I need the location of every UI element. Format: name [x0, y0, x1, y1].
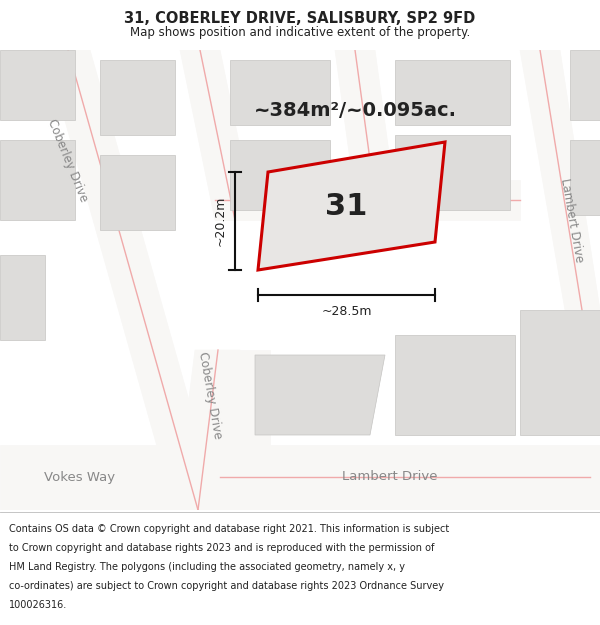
Polygon shape [230, 60, 330, 125]
Polygon shape [0, 50, 75, 120]
Text: 31: 31 [325, 192, 368, 221]
Polygon shape [0, 140, 75, 220]
Text: 100026316.: 100026316. [9, 600, 67, 610]
Text: ~384m²/~0.095ac.: ~384m²/~0.095ac. [254, 101, 457, 119]
Text: Coberley Drive: Coberley Drive [196, 351, 224, 439]
Text: co-ordinates) are subject to Crown copyright and database rights 2023 Ordnance S: co-ordinates) are subject to Crown copyr… [9, 581, 444, 591]
Text: Vokes Way: Vokes Way [44, 471, 116, 484]
Polygon shape [570, 140, 600, 215]
Polygon shape [45, 50, 220, 510]
Text: Map shows position and indicative extent of the property.: Map shows position and indicative extent… [130, 26, 470, 39]
Polygon shape [180, 50, 255, 220]
Polygon shape [230, 140, 330, 210]
Polygon shape [100, 60, 175, 135]
Polygon shape [255, 355, 385, 435]
Polygon shape [520, 310, 600, 435]
Text: 31, COBERLEY DRIVE, SALISBURY, SP2 9FD: 31, COBERLEY DRIVE, SALISBURY, SP2 9FD [124, 11, 476, 26]
Polygon shape [195, 350, 270, 445]
Polygon shape [175, 350, 240, 510]
Polygon shape [0, 445, 175, 510]
Text: ~20.2m: ~20.2m [214, 196, 227, 246]
Polygon shape [520, 50, 600, 310]
Polygon shape [215, 180, 520, 220]
Polygon shape [100, 155, 175, 230]
Text: Lambert Drive: Lambert Drive [342, 471, 438, 484]
Text: Lambert Drive: Lambert Drive [558, 177, 586, 263]
Polygon shape [258, 142, 445, 270]
Polygon shape [270, 162, 400, 255]
Polygon shape [395, 335, 515, 435]
Polygon shape [0, 255, 45, 340]
Polygon shape [395, 135, 510, 210]
Text: Contains OS data © Crown copyright and database right 2021. This information is : Contains OS data © Crown copyright and d… [9, 524, 449, 534]
Polygon shape [175, 445, 600, 510]
Polygon shape [335, 50, 390, 160]
Text: to Crown copyright and database rights 2023 and is reproduced with the permissio: to Crown copyright and database rights 2… [9, 542, 434, 552]
Text: Coberley Drive: Coberley Drive [46, 117, 91, 203]
Text: HM Land Registry. The polygons (including the associated geometry, namely x, y: HM Land Registry. The polygons (includin… [9, 562, 405, 572]
Polygon shape [570, 50, 600, 120]
Text: ~28.5m: ~28.5m [321, 305, 372, 318]
Polygon shape [395, 60, 510, 125]
